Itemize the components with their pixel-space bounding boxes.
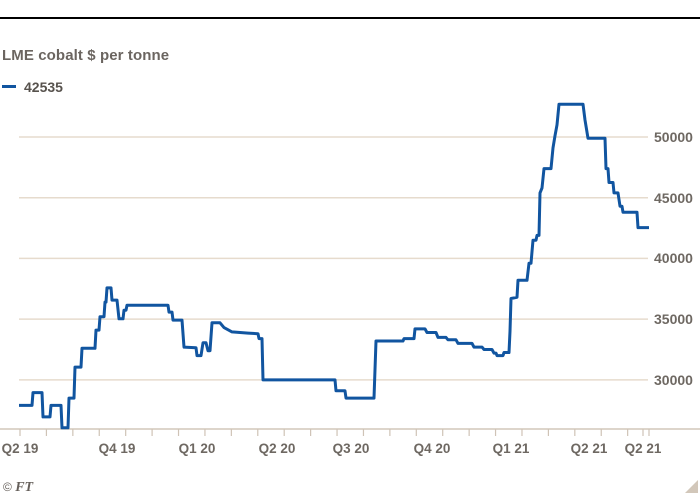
legend-line-swatch xyxy=(2,85,16,88)
y-axis-label: 35000 xyxy=(654,311,693,328)
credit: © FT xyxy=(3,480,33,496)
legend-label: 42535 xyxy=(24,79,63,95)
y-axis-label: 40000 xyxy=(654,250,693,267)
x-axis-label: Q2 19 xyxy=(1,441,39,456)
chart-title: LME cobalt $ per tonne xyxy=(2,47,170,64)
y-axis-label: 50000 xyxy=(654,129,693,145)
x-axis-label: Q2 21 xyxy=(570,441,608,456)
x-axis-label: Q3 20 xyxy=(332,441,370,456)
ft-logo: FT xyxy=(15,480,34,495)
y-axis-label: 45000 xyxy=(654,189,693,206)
x-axis-label: Q1 20 xyxy=(178,441,216,456)
x-axis-label: Q2 20 xyxy=(258,441,296,456)
y-axis-label: 30000 xyxy=(654,371,693,388)
corner-triangle-icon xyxy=(685,480,698,493)
price-line xyxy=(19,102,649,430)
top-rule xyxy=(0,17,700,19)
x-axis-label: Q4 20 xyxy=(413,441,451,456)
x-axis-label: Q1 21 xyxy=(492,441,530,456)
x-axis-label: Q4 19 xyxy=(98,441,136,456)
x-axis-label: Q2 21 xyxy=(624,441,662,456)
copyright-symbol: © xyxy=(3,480,12,494)
